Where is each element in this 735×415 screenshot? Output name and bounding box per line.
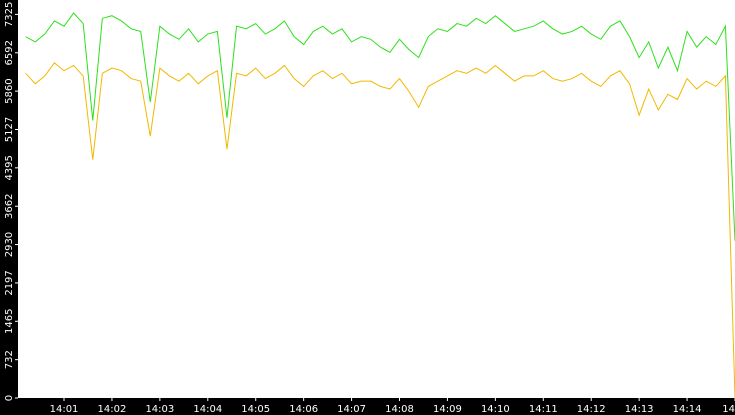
x-tick-label: 14:10 xyxy=(481,404,510,415)
y-tick-label: 7325 xyxy=(4,2,15,27)
x-tick-label: 14:05 xyxy=(241,404,270,415)
y-tick-label: 6592 xyxy=(4,40,15,65)
x-tick-label: 14:13 xyxy=(625,404,654,415)
y-tick-label: 1465 xyxy=(4,309,15,334)
y-tick-label: 2930 xyxy=(4,232,15,257)
x-tick-label: 14 xyxy=(722,404,735,415)
y-axis-band xyxy=(0,0,18,415)
x-tick-label: 14:06 xyxy=(289,404,318,415)
series-line xyxy=(25,12,735,241)
series-line xyxy=(25,62,735,399)
y-tick-label: 5860 xyxy=(4,78,15,103)
x-tick-label: 14:12 xyxy=(577,404,606,415)
x-tick-label: 14:09 xyxy=(433,404,462,415)
x-tick-label: 14:03 xyxy=(145,404,174,415)
x-tick-label: 14:14 xyxy=(673,404,702,415)
x-tick-label: 14:04 xyxy=(193,404,222,415)
x-axis-band xyxy=(0,398,735,415)
y-tick-label: 4395 xyxy=(4,155,15,180)
y-tick-label: 5127 xyxy=(4,117,15,142)
x-tick-label: 14:11 xyxy=(529,404,558,415)
x-tick-label: 14:08 xyxy=(385,404,414,415)
y-tick-label: 3662 xyxy=(4,194,15,219)
y-tick-label: 2197 xyxy=(4,270,15,295)
x-tick-label: 14:07 xyxy=(337,404,366,415)
y-tick-label: 732 xyxy=(4,350,15,369)
y-tick-label: 0 xyxy=(4,395,15,401)
x-tick-label: 14:02 xyxy=(98,404,127,415)
x-tick-label: 14:01 xyxy=(50,404,79,415)
